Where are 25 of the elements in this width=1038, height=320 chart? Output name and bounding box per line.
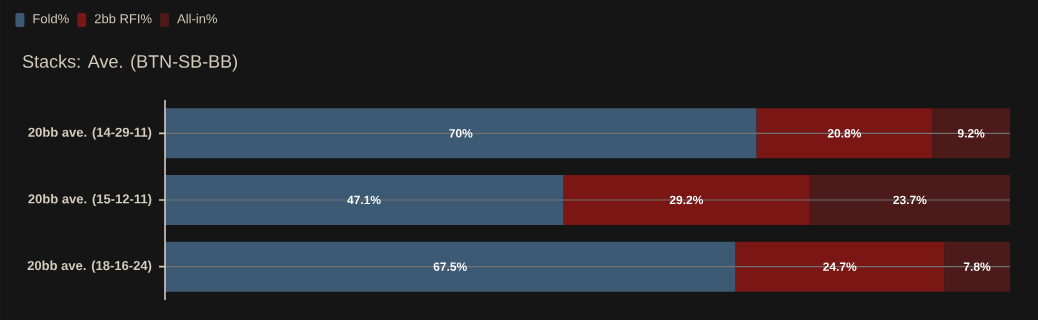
bar <box>165 241 736 292</box>
bar <box>756 108 933 159</box>
bar <box>735 241 945 292</box>
data-label: 29.2% <box>669 195 704 205</box>
data-label: 9.2% <box>957 129 985 138</box>
legend-label: 2bb RFI% <box>94 13 152 24</box>
data-label: 20.8% <box>827 129 862 138</box>
legend-label: Fold% <box>33 13 69 24</box>
bar <box>809 174 1010 225</box>
legend-label: All-in% <box>177 13 218 24</box>
bar <box>944 241 1010 292</box>
y-tick-label: 20bb ave. (18-16-24) <box>27 260 152 273</box>
data-label: 24.7% <box>823 262 857 271</box>
bar <box>165 108 757 159</box>
y-tick-label: 20bb ave. (14-29-11) <box>28 127 152 140</box>
bar <box>932 108 1010 159</box>
y-tick-label: 20bb ave. (15-12-11) <box>28 193 152 207</box>
chart-title: Stacks: Ave. (BTN-SB-BB) <box>22 54 238 72</box>
bar <box>563 174 810 225</box>
data-label: 70% <box>449 129 473 138</box>
data-label: 67.5% <box>433 262 467 271</box>
bar <box>165 174 563 225</box>
data-label: 7.8% <box>963 262 991 271</box>
data-label: 47.1% <box>347 195 381 205</box>
data-label: 23.7% <box>893 195 927 205</box>
